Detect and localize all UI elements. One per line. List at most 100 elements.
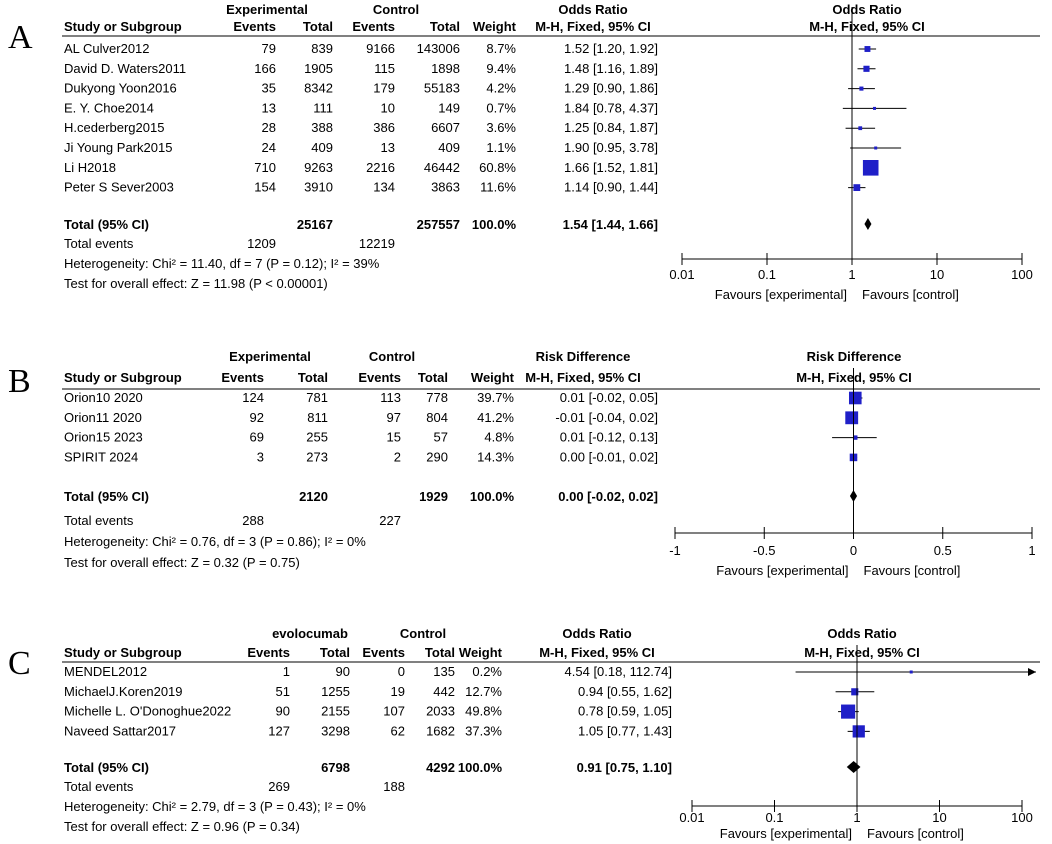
study-name: David D. Waters2011 — [64, 61, 186, 76]
total-2: 442 — [433, 684, 455, 699]
study-name: Orion10 2020 — [64, 390, 143, 405]
ci-text: 0.78 [0.59, 1.05] — [578, 704, 672, 719]
study-row: MENDEL2012 1 90 0 135 0.2% 4.54 [0.18, 112.74] — [64, 664, 1036, 679]
forest-panel-b: B Experimental Control Risk Difference Study… — [8, 349, 1040, 578]
forest-panel-a: A Experimental Control Odds Ratio Study or S… — [8, 2, 1040, 302]
total-1: 2155 — [321, 704, 350, 719]
weight: 0.2% — [472, 664, 502, 679]
total-2: 3863 — [431, 180, 460, 195]
events-1: 154 — [254, 180, 276, 195]
ci-text: 1.05 [0.77, 1.43] — [578, 723, 672, 738]
x-tick-label: 0 — [850, 543, 857, 558]
total-1: 255 — [306, 430, 328, 445]
total-weight: 100.0% — [458, 760, 503, 775]
plot-effect-header: Odds Ratio — [832, 2, 901, 17]
events-2: 0 — [398, 664, 405, 679]
favours-left: Favours [experimental] — [720, 826, 852, 841]
study-name: Michelle L. O'Donoghue2022 — [64, 704, 231, 719]
study-name: MENDEL2012 — [64, 664, 147, 679]
total-events-label: Total events — [64, 513, 134, 528]
overall-effect-text: Test for overall effect: Z = 0.96 (P = 0… — [64, 819, 300, 834]
study-row: Orion15 2023 69 255 15 57 4.8% 0.01 [-0.12, 0.… — [64, 430, 877, 445]
study-row: AL Culver2012 79 839 9166 143006 8.7% 1.52 [1.… — [64, 41, 877, 56]
total-1: 1905 — [304, 61, 333, 76]
plot-method-header: M-H, Fixed, 95% CI — [809, 19, 925, 34]
study-marker — [852, 725, 865, 738]
col-total-2: Total — [418, 370, 448, 385]
col-total-1: Total — [303, 19, 333, 34]
favours-left: Favours [experimental] — [716, 563, 848, 578]
study-name: AL Culver2012 — [64, 41, 150, 56]
x-tick-label: 1 — [1028, 543, 1035, 558]
col-events-2: Events — [358, 370, 401, 385]
events-1: 124 — [242, 390, 264, 405]
events-1: 13 — [262, 100, 276, 115]
total-ci-text: 0.00 [-0.02, 0.02] — [558, 489, 658, 504]
events-2: 97 — [387, 410, 401, 425]
x-tick-label: 1 — [848, 267, 855, 282]
total-label: Total (95% CI) — [64, 760, 149, 775]
events-2: 13 — [381, 140, 395, 155]
total-2: 778 — [426, 390, 448, 405]
pooled-diamond — [846, 761, 861, 773]
weight: 14.3% — [477, 449, 514, 464]
x-tick-label: 100 — [1011, 810, 1033, 825]
ci-text: -0.01 [-0.04, 0.02] — [555, 410, 658, 425]
col-study: Study or Subgroup — [64, 19, 182, 34]
total-events-2: 188 — [383, 779, 405, 794]
total-2: 409 — [438, 140, 460, 155]
x-tick-label: 0.01 — [669, 267, 694, 282]
total-events-2: 227 — [379, 513, 401, 528]
x-tick-label: 0.1 — [765, 810, 783, 825]
total-2: 135 — [433, 664, 455, 679]
total-label: Total (95% CI) — [64, 217, 149, 232]
weight: 41.2% — [477, 410, 514, 425]
events-1: 92 — [250, 410, 264, 425]
events-1: 24 — [262, 140, 276, 155]
total-2: 1898 — [431, 61, 460, 76]
col-weight: Weight — [473, 19, 517, 34]
plot-method-header: M-H, Fixed, 95% CI — [804, 645, 920, 660]
x-tick-label: 100 — [1011, 267, 1033, 282]
weight: 60.8% — [479, 160, 516, 175]
study-name: SPIRIT 2024 — [64, 449, 138, 464]
x-tick-label: 10 — [930, 267, 944, 282]
study-row: Ji Young Park2015 24 409 13 409 1.1% 1.90 [0.9… — [64, 140, 902, 155]
events-1: 90 — [276, 704, 290, 719]
weight: 0.7% — [486, 100, 516, 115]
total-1: 9263 — [304, 160, 333, 175]
events-2: 113 — [380, 390, 401, 405]
x-tick-label: -0.5 — [753, 543, 775, 558]
group2-header: Control — [369, 349, 415, 364]
total-1: 90 — [336, 664, 350, 679]
events-2: 9166 — [366, 41, 395, 56]
panel-label: B — [8, 363, 31, 400]
events-1: 35 — [262, 81, 276, 96]
heterogeneity-text: Heterogeneity: Chi² = 11.40, df = 7 (P =… — [64, 256, 380, 271]
overall-effect-text: Test for overall effect: Z = 11.98 (P < … — [64, 276, 328, 291]
x-tick-label: -1 — [669, 543, 681, 558]
total-2: 55183 — [424, 81, 460, 96]
events-2: 386 — [373, 120, 395, 135]
total-n1: 25167 — [297, 217, 333, 232]
favours-left: Favours [experimental] — [715, 287, 847, 302]
events-2: 115 — [374, 61, 395, 76]
study-row: MichaelJ.Koren2019 51 1255 19 442 12.7% 0.94 [… — [64, 684, 875, 699]
total-1: 388 — [311, 120, 333, 135]
study-marker — [851, 688, 859, 696]
study-name: Naveed Sattar2017 — [64, 723, 176, 738]
total-1: 839 — [311, 41, 333, 56]
ci-text: 1.66 [1.52, 1.81] — [564, 160, 658, 175]
events-1: 127 — [268, 723, 290, 738]
heterogeneity-text: Heterogeneity: Chi² = 2.79, df = 3 (P = … — [64, 799, 366, 814]
weight: 1.1% — [486, 140, 516, 155]
events-2: 2 — [394, 449, 401, 464]
group2-header: Control — [373, 2, 419, 17]
events-1: 710 — [254, 160, 276, 175]
total-1: 781 — [306, 390, 328, 405]
col-total-2: Total — [425, 645, 455, 660]
ci-text: 1.90 [0.95, 3.78] — [564, 140, 658, 155]
effect-header: Odds Ratio — [562, 626, 631, 641]
col-ci: M-H, Fixed, 95% CI — [539, 645, 655, 660]
